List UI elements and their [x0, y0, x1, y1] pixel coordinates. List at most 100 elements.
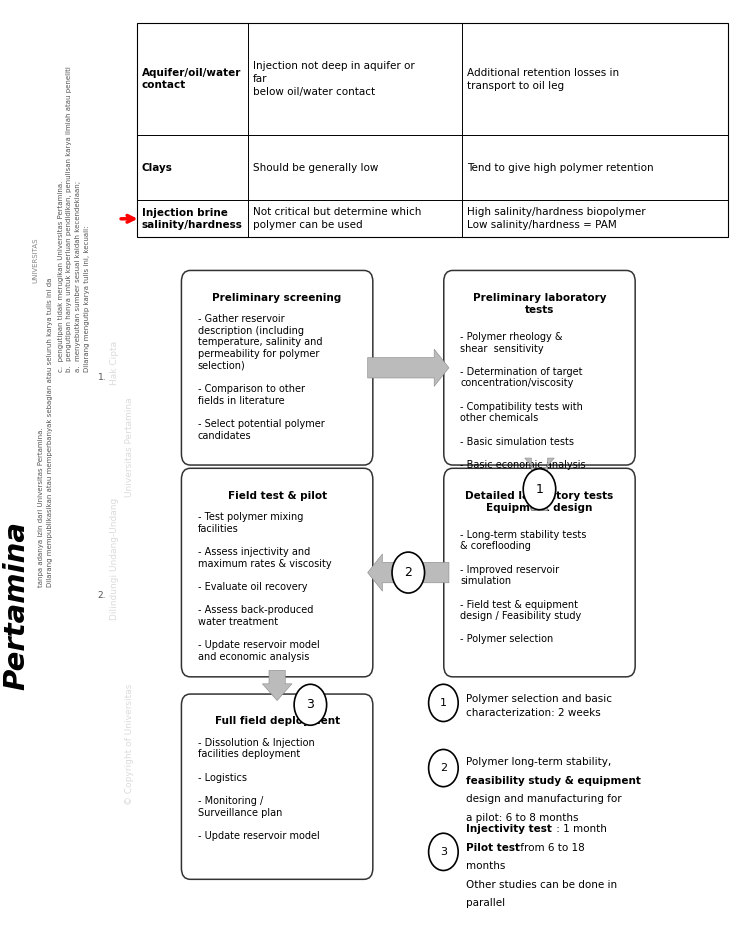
Text: - Basic simulation tests: - Basic simulation tests [460, 437, 574, 447]
Text: maximum rates & viscosity: maximum rates & viscosity [198, 559, 331, 569]
Text: - Field test & equipment: - Field test & equipment [460, 600, 578, 610]
Text: facilities deployment: facilities deployment [198, 749, 300, 760]
Text: High salinity/hardness biopolymer
Low salinity/hardness = PAM: High salinity/hardness biopolymer Low sa… [467, 208, 646, 230]
Text: concentration/viscosity: concentration/viscosity [460, 378, 573, 388]
Text: shear  sensitivity: shear sensitivity [460, 344, 544, 354]
Text: and economic analysis: and economic analysis [198, 652, 309, 662]
Text: a.  menyebutkan sumber sesuai kaidah kecendekiaan;: a. menyebutkan sumber sesuai kaidah kece… [75, 182, 81, 372]
Circle shape [294, 684, 327, 725]
Text: - Monitoring /: - Monitoring / [198, 796, 263, 806]
Polygon shape [368, 554, 449, 591]
Text: - Assess back-produced: - Assess back-produced [198, 605, 313, 615]
Text: Field test & pilot: Field test & pilot [228, 491, 327, 501]
Text: 3: 3 [307, 698, 314, 711]
Text: Universitas Pertamina: Universitas Pertamina [125, 397, 134, 497]
Text: - Select potential polymer: - Select potential polymer [198, 419, 324, 429]
Text: months: months [466, 861, 505, 871]
Text: permeability for polymer: permeability for polymer [198, 349, 319, 359]
Bar [137, 23, 728, 237]
Text: simulation: simulation [460, 576, 511, 587]
Text: & coreflooding: & coreflooding [460, 541, 531, 551]
Text: - Update reservoir model: - Update reservoir model [198, 831, 319, 841]
FancyBboxPatch shape [444, 271, 636, 466]
Text: - Update reservoir model: - Update reservoir model [198, 641, 319, 650]
Text: fields in literature: fields in literature [198, 396, 285, 406]
Text: : 1 month: : 1 month [553, 824, 607, 834]
Text: Injection brine
salinity/hardness: Injection brine salinity/hardness [142, 208, 243, 230]
Text: Additional retention losses in
transport to oil leg: Additional retention losses in transport… [467, 68, 619, 90]
Text: b.  pengutipan hanya untuk keperluan pendidikan, penulisan karya ilmiah atau pen: b. pengutipan hanya untuk keperluan pend… [67, 66, 72, 372]
Text: - Compatibility tests with: - Compatibility tests with [460, 401, 583, 412]
Circle shape [392, 552, 424, 593]
Text: - Dissolution & Injection: - Dissolution & Injection [198, 737, 314, 748]
Text: - Comparison to other: - Comparison to other [198, 384, 304, 394]
Text: 1.: 1. [98, 372, 106, 382]
Text: UNIVERSITAS: UNIVERSITAS [33, 238, 38, 283]
Text: Not critical but determine which
polymer can be used: Not critical but determine which polymer… [253, 208, 421, 230]
Text: Injectivity test: Injectivity test [466, 824, 551, 834]
Text: - Test polymer mixing: - Test polymer mixing [198, 512, 303, 522]
Circle shape [429, 684, 458, 722]
Text: Tend to give high polymer retention: Tend to give high polymer retention [467, 163, 654, 172]
Text: Pilot test: Pilot test [466, 843, 520, 853]
Text: Preliminary screening: Preliminary screening [213, 292, 341, 303]
Text: Should be generally low: Should be generally low [253, 163, 378, 172]
Text: Full field deployment: Full field deployment [214, 717, 340, 726]
Polygon shape [262, 670, 292, 701]
Text: tanpa adanya izin dari Universitas Pertamina.: tanpa adanya izin dari Universitas Perta… [38, 427, 44, 587]
Text: - Polymer rheology &: - Polymer rheology & [460, 332, 562, 342]
FancyBboxPatch shape [182, 468, 373, 677]
Polygon shape [525, 458, 554, 511]
Text: water treatment: water treatment [198, 617, 278, 627]
Text: - Logistics: - Logistics [198, 773, 247, 783]
FancyBboxPatch shape [182, 271, 373, 466]
Text: Aquifer/oil/water
contact: Aquifer/oil/water contact [142, 68, 241, 90]
Text: Polymer selection and basic
characterization: 2 weeks: Polymer selection and basic characteriza… [466, 694, 612, 718]
Text: 2.: 2. [98, 591, 106, 600]
Text: Injection not deep in aquifer or
far
below oil/water contact: Injection not deep in aquifer or far bel… [253, 61, 415, 98]
Text: description (including: description (including [198, 326, 304, 336]
Text: 2: 2 [404, 566, 412, 579]
Text: c.  pengutipan tidak merugikan Universitas Pertamina.: c. pengutipan tidak merugikan Universita… [58, 181, 64, 372]
Text: temperature, salinity and: temperature, salinity and [198, 337, 322, 347]
Text: feasibility study & equipment: feasibility study & equipment [466, 776, 641, 786]
Text: - Long-term stability tests: - Long-term stability tests [460, 530, 587, 540]
Circle shape [523, 469, 556, 510]
Polygon shape [368, 349, 449, 386]
Text: - Gather reservoir: - Gather reservoir [198, 315, 285, 324]
Text: Dilarang mengutip karya tulis ini, kecuali:: Dilarang mengutip karya tulis ini, kecua… [84, 226, 90, 372]
Text: Dilarang mempublikasikan atau memperbanyak sebagian atau seluruh karya tulis ini: Dilarang mempublikasikan atau memperbany… [47, 277, 53, 587]
Text: a pilot: 6 to 8 months: a pilot: 6 to 8 months [466, 813, 578, 823]
Text: © Copyright of Universitas: © Copyright of Universitas [125, 684, 134, 805]
Text: - Evaluate oil recovery: - Evaluate oil recovery [198, 582, 307, 592]
Text: 2: 2 [440, 763, 447, 773]
Text: 1: 1 [536, 483, 543, 495]
Text: from 6 to 18: from 6 to 18 [517, 843, 585, 853]
Text: other chemicals: other chemicals [460, 413, 538, 424]
Text: Polymer long-term stability,: Polymer long-term stability, [466, 757, 611, 767]
Text: Dilindungi Undang-Undang: Dilindungi Undang-Undang [110, 497, 119, 620]
Text: Hak Cipta: Hak Cipta [110, 341, 119, 385]
Text: 3: 3 [440, 847, 447, 857]
Circle shape [429, 749, 458, 787]
Text: parallel: parallel [466, 898, 505, 909]
FancyBboxPatch shape [444, 468, 636, 677]
Text: Detailed laboratory tests
Equipment design: Detailed laboratory tests Equipment desi… [466, 491, 613, 513]
Text: - Improved reservoir: - Improved reservoir [460, 564, 559, 574]
Circle shape [429, 833, 458, 870]
Text: Preliminary laboratory
tests: Preliminary laboratory tests [473, 292, 606, 316]
Text: Other studies can be done in: Other studies can be done in [466, 880, 616, 890]
Text: Surveillance plan: Surveillance plan [198, 808, 282, 817]
Text: design / Feasibility study: design / Feasibility study [460, 612, 582, 621]
Text: - Assess injectivity and: - Assess injectivity and [198, 547, 310, 557]
FancyBboxPatch shape [182, 695, 373, 879]
Text: - Determination of target: - Determination of target [460, 367, 582, 377]
Text: selection): selection) [198, 360, 245, 371]
Text: Clays: Clays [142, 163, 173, 172]
Text: - Polymer selection: - Polymer selection [460, 635, 554, 644]
Text: facilities: facilities [198, 523, 239, 533]
Text: design and manufacturing for: design and manufacturing for [466, 794, 621, 804]
Text: Pertamina: Pertamina [2, 520, 30, 690]
Text: 1: 1 [440, 698, 447, 708]
Text: candidates: candidates [198, 430, 251, 440]
